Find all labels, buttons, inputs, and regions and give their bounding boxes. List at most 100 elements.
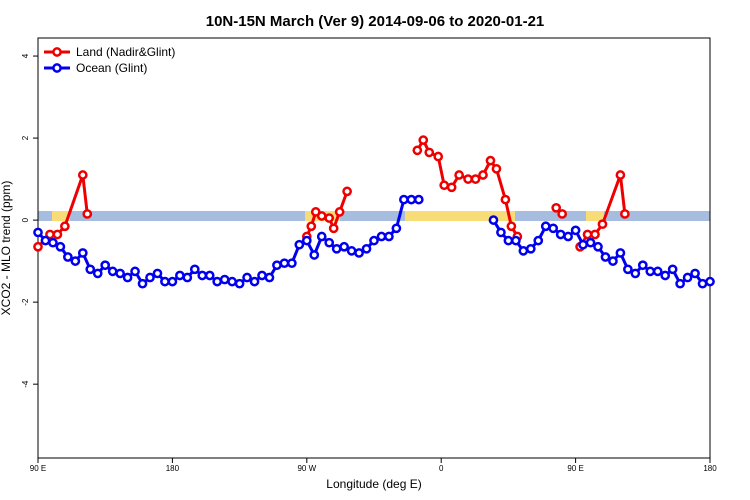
data-point <box>294 239 305 250</box>
data-point <box>40 235 51 246</box>
data-point <box>570 225 581 236</box>
y-tick-label: 0 <box>21 217 30 222</box>
data-point <box>115 268 125 279</box>
data-point <box>354 248 364 258</box>
data-point <box>585 237 596 248</box>
data-point <box>301 235 312 246</box>
data-point <box>60 221 70 232</box>
data-point <box>675 278 685 289</box>
y-tick-label: 4 <box>21 53 30 58</box>
band-patch <box>405 211 515 221</box>
data-point <box>316 231 327 242</box>
data-point <box>279 258 290 269</box>
data-point <box>309 250 320 260</box>
data-point <box>328 223 339 234</box>
data-point <box>548 223 559 234</box>
data-point <box>63 252 73 262</box>
data-point <box>615 248 626 258</box>
x-tick-label: 180 <box>703 464 717 473</box>
data-point <box>361 243 372 254</box>
data-point <box>324 213 335 223</box>
data-point <box>540 221 551 232</box>
data-point <box>667 264 678 275</box>
band-patch <box>52 211 70 221</box>
data-point <box>637 260 648 271</box>
data-point <box>122 272 133 283</box>
data-point <box>478 170 488 180</box>
data-point <box>92 268 103 279</box>
data-point <box>342 186 352 197</box>
data-point <box>597 219 608 230</box>
series <box>33 135 630 252</box>
data-point <box>454 170 464 180</box>
data-point <box>82 209 93 219</box>
x-axis-label: Longitude (deg E) <box>326 477 421 491</box>
data-point <box>331 243 342 254</box>
data-point <box>160 276 170 287</box>
data-point <box>334 207 345 217</box>
data-point <box>418 135 429 145</box>
data-point <box>272 260 282 271</box>
data-point <box>555 229 566 240</box>
data-point <box>590 229 600 240</box>
data-point <box>620 209 630 219</box>
data-point <box>137 278 148 289</box>
legend-label: Ocean (Glint) <box>76 61 147 75</box>
data-point <box>175 270 185 281</box>
data-point <box>439 180 450 191</box>
data-point <box>85 264 96 275</box>
x-tick-label: 180 <box>166 464 180 473</box>
data-point <box>500 194 511 205</box>
data-point <box>167 276 178 287</box>
data-point <box>287 258 297 269</box>
data-point <box>242 272 252 283</box>
x-tick-label: 90 E <box>567 464 583 473</box>
data-point <box>424 147 435 158</box>
coverage-band <box>38 211 710 221</box>
data-point <box>697 278 708 289</box>
y-tick-label: 2 <box>21 135 30 140</box>
legend-label: Land (Nadir&Glint) <box>76 45 175 59</box>
data-point <box>145 272 155 283</box>
data-point <box>197 270 208 281</box>
data-point <box>33 227 43 238</box>
data-point <box>682 272 693 283</box>
data-point <box>488 215 499 225</box>
data-point <box>491 163 502 174</box>
data-point <box>645 266 656 277</box>
data-point <box>219 274 230 285</box>
data-point <box>264 272 275 283</box>
data-point <box>557 209 568 219</box>
band-patch <box>586 211 604 221</box>
data-point <box>506 221 517 232</box>
data-point <box>204 270 215 281</box>
data-point <box>406 194 417 205</box>
data-point <box>384 231 394 242</box>
data-point <box>413 194 424 205</box>
data-point <box>563 231 573 242</box>
data-point <box>33 241 43 252</box>
data-point <box>463 174 473 184</box>
data-point <box>376 231 387 242</box>
data-point <box>615 170 626 180</box>
data-point <box>391 223 402 234</box>
data-point <box>152 268 163 279</box>
data-point <box>496 227 506 238</box>
data-point <box>77 170 88 180</box>
data-point <box>100 260 111 271</box>
data-point <box>189 264 200 275</box>
series <box>33 194 715 289</box>
data-point <box>518 246 529 256</box>
data-point <box>533 235 544 246</box>
data-point <box>600 252 611 262</box>
data-point <box>551 202 562 213</box>
data-point <box>470 174 481 184</box>
data-point <box>652 266 663 277</box>
data-point <box>705 276 715 287</box>
legend: Land (Nadir&Glint) Ocean (Glint) <box>44 45 175 75</box>
data-point <box>306 221 317 232</box>
data-point <box>249 276 260 287</box>
legend-marker <box>52 63 62 73</box>
data-point <box>399 194 409 205</box>
